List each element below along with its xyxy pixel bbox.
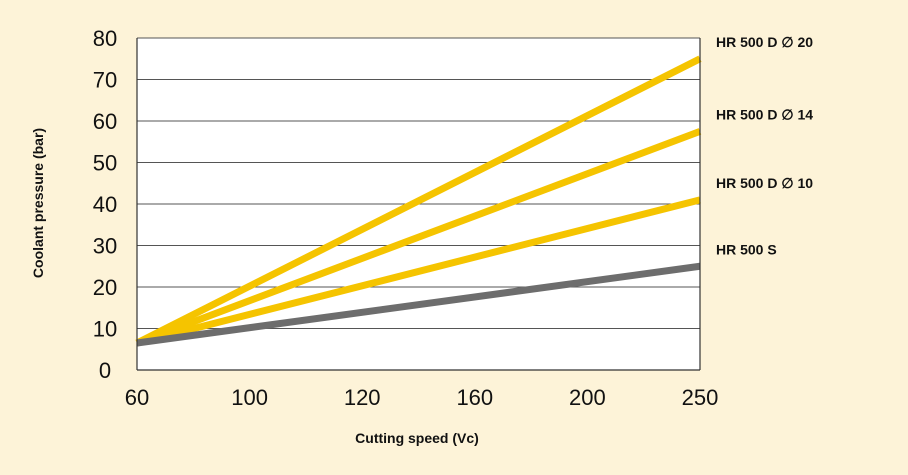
x-tick-label: 60 bbox=[125, 385, 149, 410]
x-tick-label: 200 bbox=[569, 385, 606, 410]
series-label: HR 500 D ∅ 10 bbox=[716, 175, 813, 191]
series-labels: HR 500 D ∅ 20 HR 500 D ∅ 14 HR 500 D ∅ 10 H… bbox=[716, 34, 813, 258]
y-tick-labels: 0 10 20 30 40 50 60 70 80 bbox=[93, 26, 117, 383]
series-line bbox=[135, 55, 702, 347]
series-label: HR 500 S bbox=[716, 241, 777, 257]
y-tick-label: 30 bbox=[93, 234, 117, 259]
series-line bbox=[136, 262, 701, 347]
series-label: HR 500 D ∅ 20 bbox=[716, 34, 813, 50]
series-lines bbox=[135, 55, 702, 347]
x-tick-label: 160 bbox=[456, 385, 493, 410]
y-tick-label: 70 bbox=[93, 68, 117, 93]
x-tick-label: 250 bbox=[682, 385, 719, 410]
series-line bbox=[135, 128, 702, 347]
y-tick-label: 10 bbox=[93, 317, 117, 342]
y-axis-title: Coolant pressure (bar) bbox=[30, 128, 46, 278]
x-tick-labels: 60 100 120 160 200 250 bbox=[125, 385, 719, 410]
x-tick-label: 100 bbox=[231, 385, 268, 410]
y-tick-label: 40 bbox=[93, 192, 117, 217]
y-tick-label: 50 bbox=[93, 151, 117, 176]
y-tick-label: 0 bbox=[99, 358, 111, 383]
y-tick-label: 60 bbox=[93, 109, 117, 134]
y-tick-label: 80 bbox=[93, 26, 117, 51]
x-axis-title: Cutting speed (Vc) bbox=[355, 430, 479, 446]
y-tick-label: 20 bbox=[93, 275, 117, 300]
series-line bbox=[136, 196, 701, 347]
x-tick-label: 120 bbox=[344, 385, 381, 410]
series-label: HR 500 D ∅ 14 bbox=[716, 106, 813, 122]
